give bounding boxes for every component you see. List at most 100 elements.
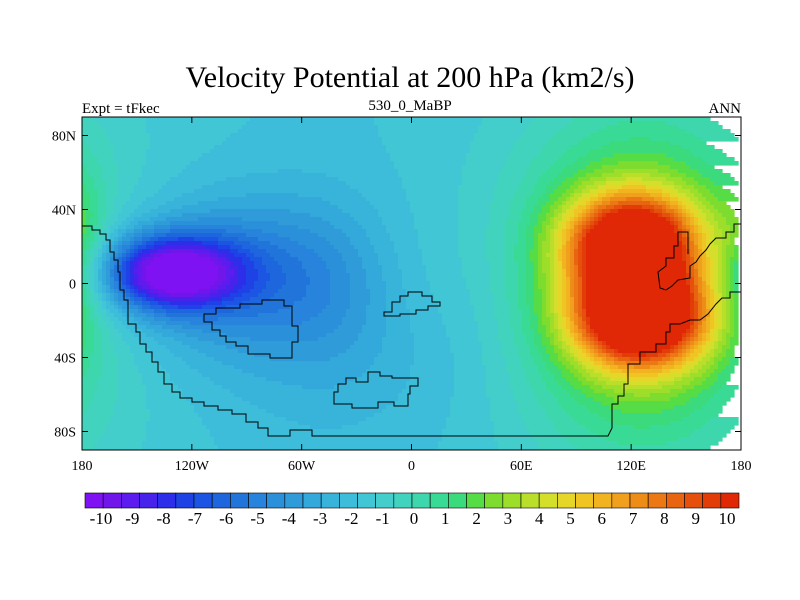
field-cell	[398, 393, 455, 398]
field-cell	[82, 213, 87, 218]
field-cell	[678, 197, 687, 202]
field-cell	[706, 341, 711, 346]
field-cell	[198, 217, 243, 222]
field-cell	[102, 433, 147, 438]
field-cell	[570, 333, 575, 338]
field-cell	[270, 357, 331, 362]
field-cell	[534, 277, 539, 282]
field-cell	[458, 237, 487, 242]
field-cell	[182, 341, 215, 346]
field-cell	[118, 241, 123, 246]
field-cell	[714, 285, 719, 290]
field-cell	[710, 317, 715, 322]
field-cell	[394, 165, 463, 170]
field-cell	[534, 305, 543, 310]
field-cell	[470, 301, 495, 306]
field-cell	[594, 225, 675, 230]
field-cell	[690, 321, 695, 326]
field-cell	[90, 197, 99, 202]
field-cell	[602, 361, 607, 366]
field-cell	[110, 289, 115, 294]
field-cell	[126, 265, 131, 270]
field-cell	[142, 265, 147, 270]
field-cell	[714, 289, 719, 294]
field-cell	[162, 305, 179, 310]
field-cell	[554, 245, 559, 250]
field-cell	[94, 245, 99, 250]
field-cell	[82, 301, 87, 306]
field-cell	[134, 269, 143, 274]
field-cell	[618, 121, 667, 126]
field-cell	[562, 285, 567, 290]
field-cell	[462, 273, 491, 278]
field-cell	[710, 297, 715, 302]
field-cell	[130, 305, 139, 310]
field-cell	[94, 305, 99, 310]
field-cell	[678, 353, 683, 358]
field-cell	[370, 365, 411, 370]
field-cell	[718, 269, 723, 274]
field-cell	[134, 189, 159, 194]
field-cell	[478, 337, 499, 342]
field-cell	[670, 369, 683, 374]
field-cell	[694, 273, 699, 278]
field-cell	[246, 233, 279, 238]
field-cell	[726, 253, 735, 258]
field-cell	[710, 365, 719, 370]
field-cell	[722, 337, 727, 342]
field-cell	[546, 185, 559, 190]
field-cell	[674, 357, 683, 362]
field-cell	[694, 317, 699, 322]
field-cell	[342, 425, 447, 430]
field-cell	[94, 265, 99, 270]
field-cell	[458, 249, 487, 254]
field-cell	[694, 249, 699, 254]
field-cell	[606, 181, 627, 186]
field-cell	[438, 445, 499, 450]
field-cell	[550, 285, 555, 290]
field-cell	[106, 197, 115, 202]
field-cell	[678, 189, 691, 194]
field-cell	[82, 345, 87, 350]
field-cell	[106, 245, 111, 250]
field-cell	[642, 181, 663, 186]
field-cell	[458, 213, 491, 218]
field-cell	[694, 297, 699, 302]
field-cell	[606, 189, 619, 194]
field-cell	[578, 233, 583, 238]
field-cell	[586, 341, 591, 346]
field-cell	[98, 381, 119, 386]
field-cell	[574, 321, 579, 326]
field-cell	[134, 257, 139, 262]
field-cell	[714, 381, 727, 386]
field-cell	[494, 189, 519, 194]
field-cell	[606, 345, 611, 350]
field-cell	[586, 369, 595, 374]
field-cell	[478, 321, 499, 326]
field-cell	[574, 337, 579, 342]
field-cell	[570, 337, 575, 342]
field-cell	[346, 181, 403, 186]
colorbar-label: 3	[504, 509, 513, 528]
field-cell	[414, 345, 451, 350]
field-cell	[166, 313, 259, 318]
field-cell	[550, 337, 555, 342]
field-cell	[618, 209, 651, 214]
field-cell	[566, 233, 571, 238]
field-cell	[562, 221, 567, 226]
field-cell	[574, 301, 579, 306]
field-cell	[478, 329, 499, 334]
field-cell	[602, 145, 683, 150]
field-cell	[590, 385, 603, 390]
field-cell	[366, 285, 387, 290]
field-cell	[494, 425, 527, 430]
field-cell	[174, 337, 199, 342]
field-cell	[486, 389, 515, 394]
field-cell	[546, 333, 555, 338]
field-cell	[442, 429, 495, 434]
field-cell	[102, 281, 107, 286]
field-cell	[662, 209, 667, 214]
field-cell	[686, 333, 691, 338]
field-cell	[710, 209, 719, 214]
field-cell	[574, 173, 587, 178]
